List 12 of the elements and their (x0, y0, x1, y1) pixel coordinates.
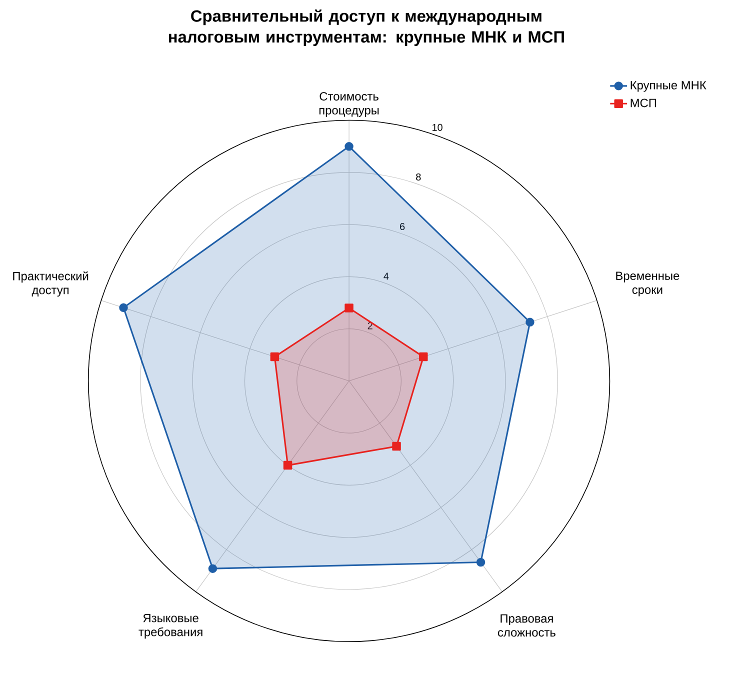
spoke-label: Правовая сложность (498, 614, 556, 637)
spoke-label: Языковые требования (138, 614, 202, 639)
y-tick-label: 8 (416, 174, 421, 181)
y-tick-label: 6 (400, 223, 405, 230)
spoke-label: Стоимость процедуры (319, 92, 379, 117)
chart-title: Сравнительный доступ к международным налоговым инструментам: крупные МНК и МСП (169, 10, 564, 46)
spoke-label: Временные сроки (616, 272, 680, 296)
legend-label: МСП (630, 98, 656, 108)
y-tick-label: 10 (432, 124, 442, 132)
y-tick-label: 4 (384, 272, 389, 280)
spoke-label: Практический доступ (13, 271, 88, 297)
legend-label: Крупные МНК (630, 81, 706, 92)
